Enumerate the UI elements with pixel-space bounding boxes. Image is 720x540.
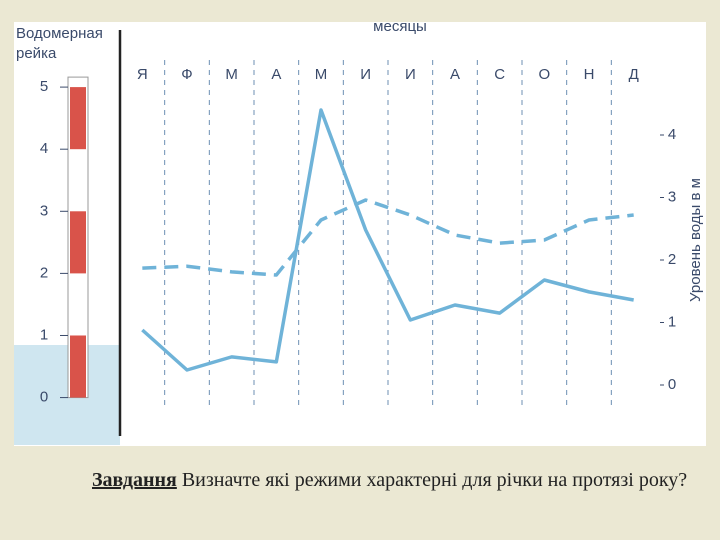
chart-area (14, 22, 706, 446)
x-tick-label: М (315, 66, 328, 83)
y-tick-label: 1 (40, 326, 48, 343)
y2-tick-label: 3 (668, 188, 676, 205)
gauge-segment (70, 335, 86, 398)
y2-tick-label: 4 (668, 126, 676, 143)
y2-tick-label: 2 (668, 251, 676, 268)
y-label: Водомерная рейка (16, 25, 103, 62)
x-tick-label: И (360, 66, 371, 83)
task-label: Завдання (92, 469, 177, 491)
x-tick-label: Ф (181, 66, 192, 83)
x-tick-label: А (450, 66, 460, 83)
x-label: месяцы (373, 18, 427, 35)
y-tick-label: 2 (40, 264, 48, 281)
series-line (141, 108, 634, 372)
x-tick-label: О (538, 66, 550, 83)
gauge-segment (70, 87, 86, 150)
x-tick-label: Н (584, 66, 595, 83)
x-tick-label: Я (137, 66, 148, 83)
y2-tick-label: 1 (668, 313, 676, 330)
y2-tick-label: 0 (668, 376, 676, 393)
series-line (142, 198, 634, 277)
y2-label: Уровень воды в м (687, 178, 704, 302)
task-text: Визначте які режими характерні для річки… (181, 469, 688, 491)
x-tick-label: Д (629, 66, 639, 83)
gauge-segment (70, 211, 86, 274)
x-tick-label: С (494, 66, 505, 83)
x-tick-label: А (271, 66, 281, 83)
y-tick-label: 0 (40, 389, 48, 406)
y-tick-label: 5 (40, 78, 48, 95)
y-tick-label: 3 (40, 202, 48, 219)
water (14, 345, 120, 445)
x-tick-label: И (405, 66, 416, 83)
x-tick-label: М (225, 66, 238, 83)
y-tick-label: 4 (40, 140, 48, 157)
task: Завдання Визначте які режими характерні … (18, 464, 698, 496)
